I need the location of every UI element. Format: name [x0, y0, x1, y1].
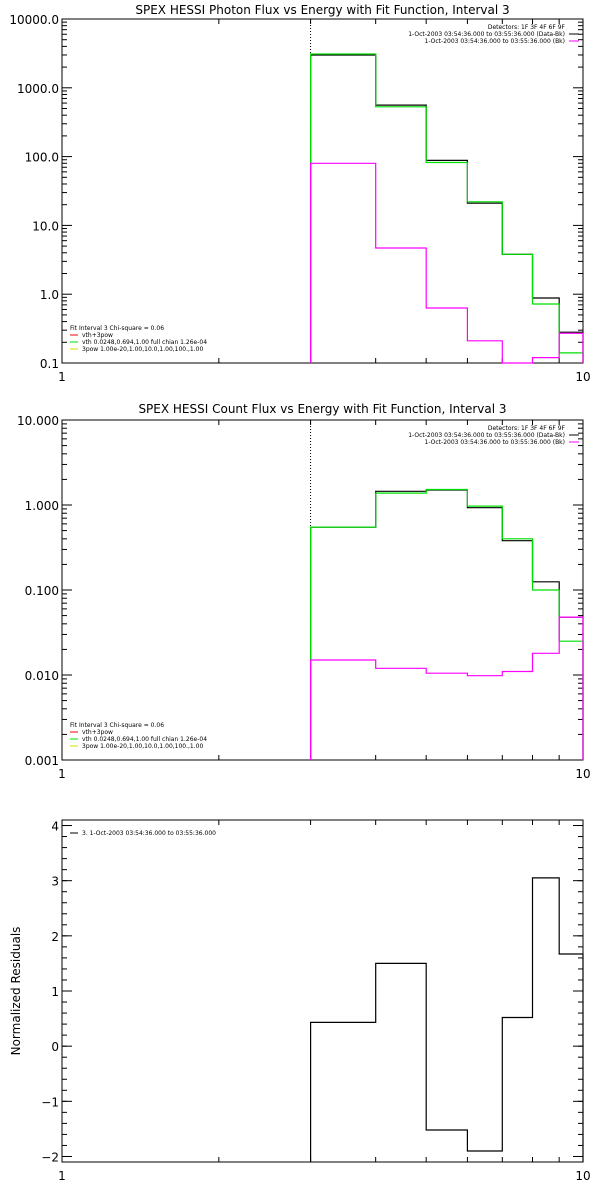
legend-text: vth 0.0248,0.694,1.00 full chian 1.26e-0…: [82, 339, 207, 346]
axes: 1 10 10000.0 1000.0 100.0 10.0 1.0 0.1: [9, 13, 590, 384]
y-tick-label: 10.0: [32, 219, 59, 233]
legend-text: Fit Interval 3 Chi-square = 0.06: [70, 722, 164, 729]
plot-frame: [61, 18, 584, 364]
legend-text: 1-Oct-2003 03:54:36.000 to 03:55:36.000 …: [408, 31, 565, 38]
legend-text: vth+3pow: [82, 332, 113, 339]
data-series: [310, 877, 584, 1162]
x-tick-label: 1: [58, 767, 66, 781]
legend-text: vth+3pow: [82, 729, 113, 736]
y-tick-label: 0.100: [25, 584, 59, 598]
data-series: [310, 19, 584, 364]
legend: Detectors: 1F 3F 4F 6F 9F1-Oct-2003 03:5…: [70, 425, 579, 750]
y-tick-label: −1: [41, 1095, 59, 1109]
x-tick-label: 10: [575, 1169, 590, 1183]
legend-text: Detectors: 1F 3F 4F 6F 9F: [488, 24, 566, 31]
legend-text: 3pow 1.00e-20,1.00,10.0,1.00,100.,1.00: [82, 346, 203, 353]
count-flux-panel: SPEX HESSI Count Flux vs Energy with Fit…: [17, 402, 591, 781]
legend-text: Fit Interval 3 Chi-square = 0.06: [70, 325, 164, 332]
y-tick-label: 10000.0: [9, 13, 59, 27]
legend-text: 3. 1-Oct-2003 03:54:36.000 to 03:55:36.0…: [82, 830, 216, 837]
legend-text: 3pow 1.00e-20,1.00,10.0,1.00,100.,1.00: [82, 743, 203, 750]
y-tick-label: 0.010: [25, 669, 59, 683]
plot-frame: [61, 419, 584, 761]
y-tick-label: 0: [51, 1040, 59, 1054]
legend-text: 1-Oct-2003 03:54:36.000 to 03:55:36.000 …: [425, 38, 566, 45]
series-0-histogram: [310, 877, 584, 1162]
y-tick-label: −2: [41, 1150, 59, 1164]
y-axis-label: Normalized Residuals: [9, 927, 23, 1056]
legend: Detectors: 1F 3F 4F 6F 9F1-Oct-2003 03:5…: [70, 24, 579, 353]
y-tick-label: 1: [51, 985, 59, 999]
legend: 3. 1-Oct-2003 03:54:36.000 to 03:55:36.0…: [70, 830, 216, 837]
y-tick-label: 100.0: [25, 151, 59, 165]
x-tick-label: 10: [575, 767, 590, 781]
x-tick-label: 1: [58, 1169, 66, 1183]
x-tick-label: 1: [58, 370, 66, 384]
y-tick-label: 0.1: [40, 357, 59, 371]
legend-text: vth 0.0248,0.694,1.00 full chian 1.26e-0…: [82, 736, 207, 743]
x-tick-label: 10: [575, 370, 590, 384]
legend-text: Detectors: 1F 3F 4F 6F 9F: [488, 425, 566, 432]
y-tick-label: 1.0: [40, 288, 59, 302]
series-1-histogram: [310, 488, 584, 760]
series-2-histogram: [310, 162, 584, 364]
chart-title: SPEX HESSI Count Flux vs Energy with Fit…: [138, 402, 506, 416]
photon-flux-panel: SPEX HESSI Photon Flux vs Energy with Fi…: [9, 3, 590, 384]
y-tick-label: 2: [51, 930, 59, 944]
y-tick-label: 1000.0: [17, 82, 59, 96]
series-0-histogram: [310, 54, 584, 363]
data-series: [310, 420, 584, 760]
legend-text: 1-Oct-2003 03:54:36.000 to 03:55:36.000 …: [408, 432, 565, 439]
y-tick-label: 10.000: [17, 414, 59, 428]
series-0-histogram: [310, 489, 584, 760]
y-tick-label: 3: [51, 875, 59, 889]
legend-text: 1-Oct-2003 03:54:36.000 to 03:55:36.000 …: [425, 439, 566, 446]
series-1-histogram: [310, 53, 584, 363]
y-tick-label: 1.000: [25, 499, 59, 513]
chart-title: SPEX HESSI Photon Flux vs Energy with Fi…: [135, 3, 509, 17]
y-tick-label: 0.001: [25, 754, 59, 768]
y-tick-label: 4: [51, 820, 59, 834]
plot-frame: [61, 819, 584, 1163]
series-2-histogram: [310, 616, 584, 760]
